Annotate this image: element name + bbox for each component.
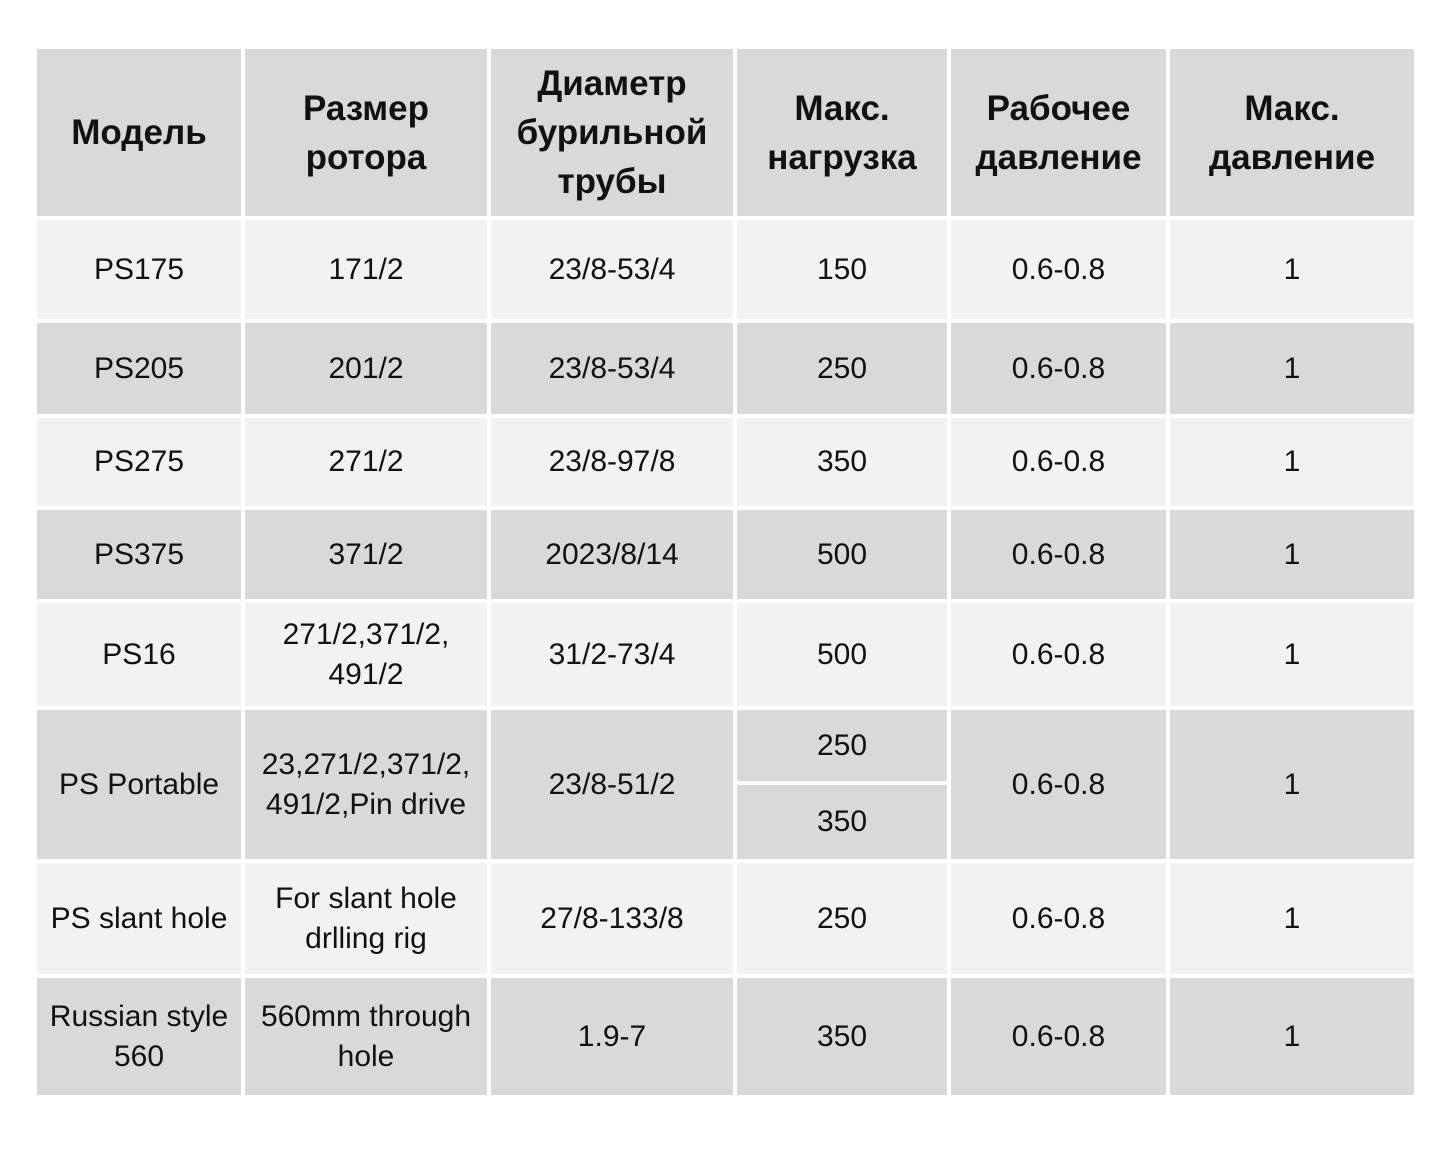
table-row: PS16 271/2,371/2, 491/2 31/2-73/4 500 0.…: [37, 603, 1414, 706]
header-max-pressure: Макс. давление: [1170, 49, 1414, 216]
cell-max-pressure: 1: [1170, 418, 1414, 506]
cell-max-pressure: 1: [1170, 710, 1414, 859]
header-model: Модель: [37, 49, 241, 216]
table-row: Russian style 560 560mm through hole 1.9…: [37, 978, 1414, 1095]
cell-pipe-diameter: 23/8-53/4: [491, 323, 733, 414]
cell-working-pressure: 0.6-0.8: [951, 323, 1166, 414]
cell-working-pressure: 0.6-0.8: [951, 710, 1166, 859]
cell-working-pressure: 0.6-0.8: [951, 418, 1166, 506]
cell-working-pressure: 0.6-0.8: [951, 978, 1166, 1095]
table-row: PS205 201/2 23/8-53/4 250 0.6-0.8 1: [37, 323, 1414, 414]
cell-max-pressure: 1: [1170, 510, 1414, 599]
cell-model: PS Portable: [37, 710, 241, 859]
cell-pipe-diameter: 23/8-97/8: [491, 418, 733, 506]
cell-rotor-size: 560mm through hole: [245, 978, 487, 1095]
cell-pipe-diameter: 27/8-133/8: [491, 863, 733, 974]
cell-rotor-size: 171/2: [245, 220, 487, 319]
cell-pipe-diameter: 1.9-7: [491, 978, 733, 1095]
cell-model: PS375: [37, 510, 241, 599]
cell-rotor-size: 271/2: [245, 418, 487, 506]
cell-max-load: 500: [737, 603, 947, 706]
header-rotor-size: Размер ротора: [245, 49, 487, 216]
cell-working-pressure: 0.6-0.8: [951, 863, 1166, 974]
cell-rotor-size: For slant hole drlling rig: [245, 863, 487, 974]
cell-rotor-size: 371/2: [245, 510, 487, 599]
header-working-pressure: Рабочее давление: [951, 49, 1166, 216]
cell-model: PS16: [37, 603, 241, 706]
cell-max-pressure: 1: [1170, 220, 1414, 319]
cell-max-load: 150: [737, 220, 947, 319]
cell-pipe-diameter: 2023/8/14: [491, 510, 733, 599]
cell-model: PS slant hole: [37, 863, 241, 974]
cell-max-load: 250: [737, 323, 947, 414]
cell-pipe-diameter: 31/2-73/4: [491, 603, 733, 706]
cell-pipe-diameter: 23/8-53/4: [491, 220, 733, 319]
cell-max-pressure: 1: [1170, 603, 1414, 706]
cell-working-pressure: 0.6-0.8: [951, 220, 1166, 319]
cell-max-load: 250: [737, 710, 947, 781]
cell-max-pressure: 1: [1170, 978, 1414, 1095]
cell-max-load: 350: [737, 418, 947, 506]
table-row: PS Portable 23,271/2,371/2, 491/2,Pin dr…: [37, 710, 1414, 859]
header-row: Модель Размер ротора Диаметр бурильной т…: [37, 49, 1414, 216]
cell-working-pressure: 0.6-0.8: [951, 603, 1166, 706]
cell-rotor-size: 201/2: [245, 323, 487, 414]
cell-rotor-size: 271/2,371/2, 491/2: [245, 603, 487, 706]
table-row: PS275 271/2 23/8-97/8 350 0.6-0.8 1: [37, 418, 1414, 506]
table-row: PS175 171/2 23/8-53/4 150 0.6-0.8 1: [37, 220, 1414, 319]
header-pipe-diameter: Диаметр бурильной трубы: [491, 49, 733, 216]
cell-pipe-diameter: 23/8-51/2: [491, 710, 733, 859]
table-row: 350: [37, 785, 1414, 859]
cell-model: Russian style 560: [37, 978, 241, 1095]
cell-max-load: 350: [737, 978, 947, 1095]
cell-max-load: 500: [737, 510, 947, 599]
cell-working-pressure: 0.6-0.8: [951, 510, 1166, 599]
cell-model: PS175: [37, 220, 241, 319]
header-max-load: Макс. нагрузка: [737, 49, 947, 216]
cell-max-load: 250: [737, 863, 947, 974]
cell-max-pressure: 1: [1170, 323, 1414, 414]
cell-max-load-alt: 350: [737, 785, 947, 859]
spec-table: Модель Размер ротора Диаметр бурильной т…: [33, 45, 1418, 1099]
table-row: PS slant hole For slant hole drlling rig…: [37, 863, 1414, 974]
cell-rotor-size: 23,271/2,371/2, 491/2,Pin drive: [245, 710, 487, 859]
table-row: PS375 371/2 2023/8/14 500 0.6-0.8 1: [37, 510, 1414, 599]
cell-model: PS205: [37, 323, 241, 414]
cell-model: PS275: [37, 418, 241, 506]
cell-max-pressure: 1: [1170, 863, 1414, 974]
